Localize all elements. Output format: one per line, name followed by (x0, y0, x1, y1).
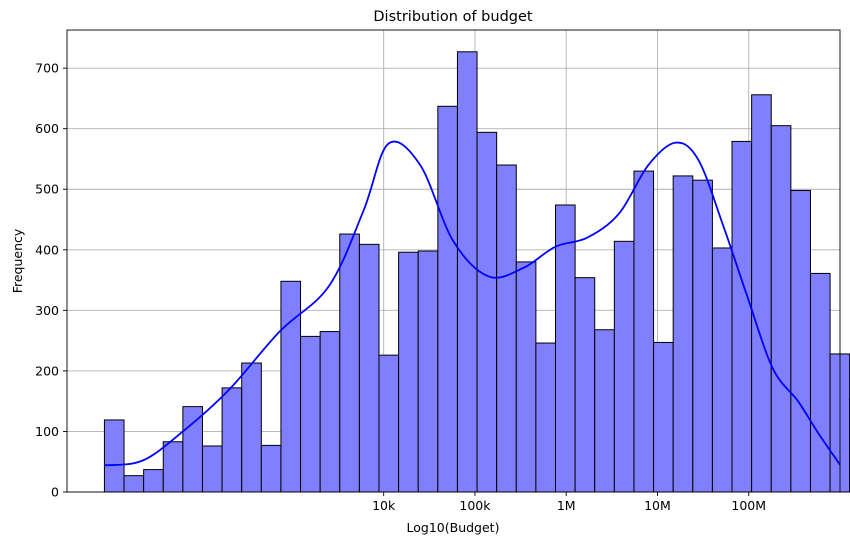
histogram-bar (378, 354, 400, 493)
y-tick-label: 600 (35, 121, 59, 136)
x-axis-ticks: 10k 100k 1M 10M 100M (372, 492, 766, 513)
histogram-bar (182, 406, 203, 493)
y-axis-label: Frequency (10, 228, 25, 293)
histogram-bar (633, 170, 655, 493)
histogram-bar (711, 247, 733, 493)
histogram-bar (535, 342, 557, 493)
y-tick-label: 400 (35, 242, 59, 257)
histogram-bar (809, 272, 831, 493)
y-tick-label: 500 (35, 182, 59, 197)
x-tick-label: 10M (644, 498, 671, 513)
histogram-bar (496, 164, 517, 493)
histogram-bar (476, 131, 498, 493)
histogram-bar (280, 280, 302, 493)
histogram-bar (358, 243, 380, 493)
histogram-bar (672, 175, 694, 493)
histogram-bar (456, 51, 478, 493)
x-tick-label: 100M (731, 498, 766, 513)
y-tick-label: 700 (35, 61, 59, 76)
x-axis-label: Log10(Budget) (407, 520, 500, 535)
histogram-bar (123, 475, 145, 493)
histogram-bar (260, 444, 282, 493)
histogram-bar (751, 94, 772, 493)
histogram-bar (339, 233, 360, 493)
bars-group (103, 51, 850, 493)
x-tick-label: 1M (557, 498, 576, 513)
plot-frame (66, 29, 841, 493)
histogram-bar (300, 335, 321, 493)
histogram-bar (319, 331, 341, 493)
histogram-bar (555, 204, 576, 493)
histogram-bar (613, 240, 635, 493)
histogram-bar (417, 250, 439, 493)
histogram-bar (594, 329, 615, 493)
histogram-bar (241, 362, 262, 493)
histogram-bar (143, 469, 164, 493)
y-axis-ticks: 0 100 200 300 400 500 600 700 (35, 61, 67, 500)
histogram-bar (221, 387, 243, 493)
y-tick-label: 300 (35, 303, 59, 318)
y-tick-label: 0 (51, 485, 59, 500)
histogram-bar (437, 105, 458, 493)
histogram-bar (103, 419, 125, 493)
y-tick-label: 200 (35, 363, 59, 378)
histogram-bar (162, 441, 184, 493)
histogram-bar (398, 251, 419, 493)
histogram-bar (790, 189, 811, 493)
histogram-bar (574, 277, 596, 493)
kde-curve (104, 140, 841, 467)
histogram-bar (770, 125, 792, 493)
x-tick-label: 10k (372, 498, 396, 513)
histogram-bar (653, 341, 674, 493)
histogram-bar (201, 445, 223, 493)
histogram-bar (731, 140, 753, 493)
histogram-bar (515, 261, 537, 493)
histogram-bar (692, 179, 713, 493)
y-tick-label: 100 (35, 424, 59, 439)
chart-title: Distribution of budget (373, 9, 533, 25)
x-tick-label: 100k (459, 498, 491, 513)
